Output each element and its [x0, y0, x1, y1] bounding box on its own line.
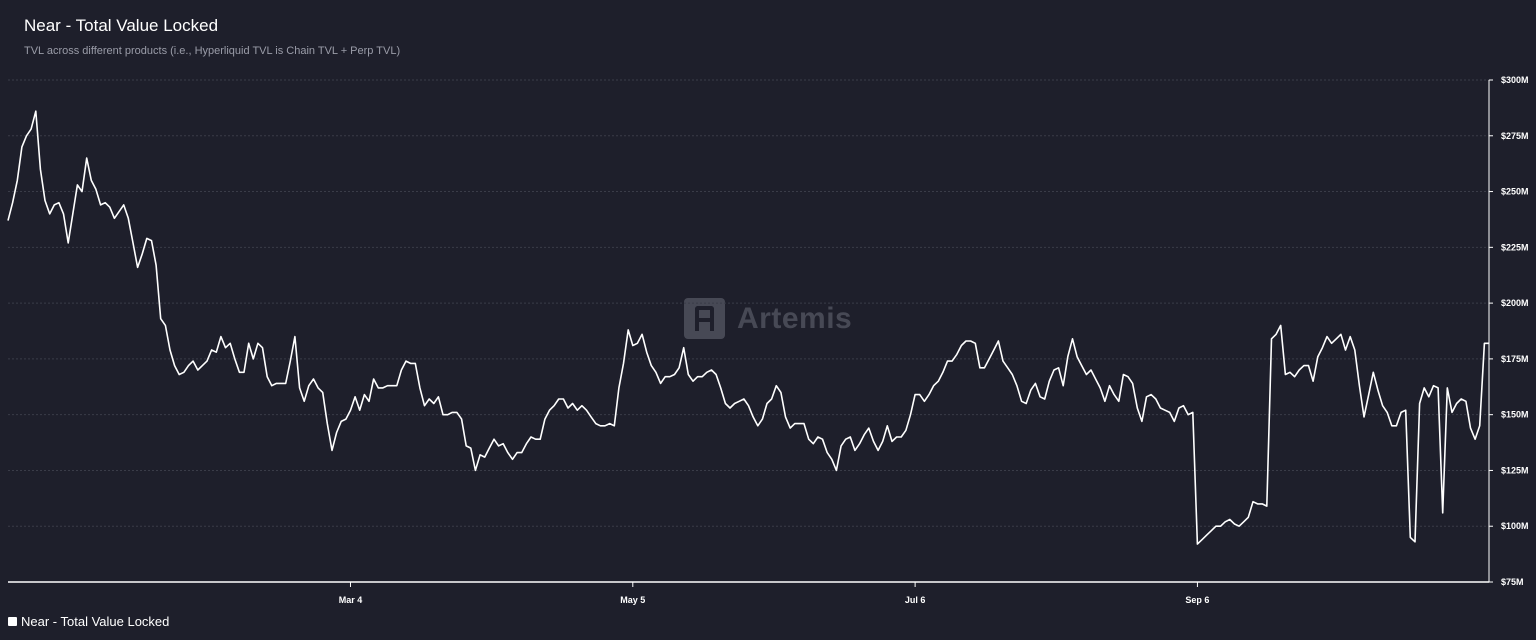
legend-swatch — [8, 617, 17, 626]
watermark: Artemis — [684, 298, 852, 339]
y-tick-label: $150M — [1501, 410, 1529, 420]
x-tick-label: May 5 — [620, 595, 645, 605]
chart-subtitle: TVL across different products (i.e., Hyp… — [24, 45, 401, 57]
x-tick-label: Mar 4 — [339, 595, 363, 605]
line-chart: $300M $275M $250M $225M $200M $175M $150M $125M… — [7, 75, 1529, 605]
legend[interactable]: Near - Total Value Locked — [8, 614, 169, 629]
chart-title: Near - Total Value Locked — [24, 16, 219, 35]
legend-label: Near - Total Value Locked — [21, 614, 170, 629]
gridlines — [8, 79, 1489, 583]
x-axis-ticks: Mar 4 May 5 Jul 6 Sep 6 — [339, 582, 1209, 605]
watermark-text: Artemis — [737, 301, 853, 335]
artemis-logo-icon — [684, 298, 725, 339]
y-tick-label: $75M — [1501, 577, 1524, 587]
y-tick-label: $275M — [1501, 131, 1529, 141]
y-tick-label: $100M — [1501, 521, 1529, 531]
x-tick-label: Sep 6 — [1185, 595, 1209, 605]
x-tick-label: Jul 6 — [905, 595, 926, 605]
y-tick-label: $225M — [1501, 242, 1529, 252]
y-tick-label: $250M — [1501, 187, 1529, 197]
y-tick-label: $300M — [1501, 75, 1529, 85]
y-axis-ticks: $300M $275M $250M $225M $200M $175M $150M $125M… — [1488, 75, 1529, 587]
y-tick-label: $200M — [1501, 298, 1529, 308]
y-tick-label: $125M — [1501, 465, 1529, 475]
y-tick-label: $175M — [1501, 354, 1529, 364]
series-line-near-tvl — [7, 110, 1489, 545]
